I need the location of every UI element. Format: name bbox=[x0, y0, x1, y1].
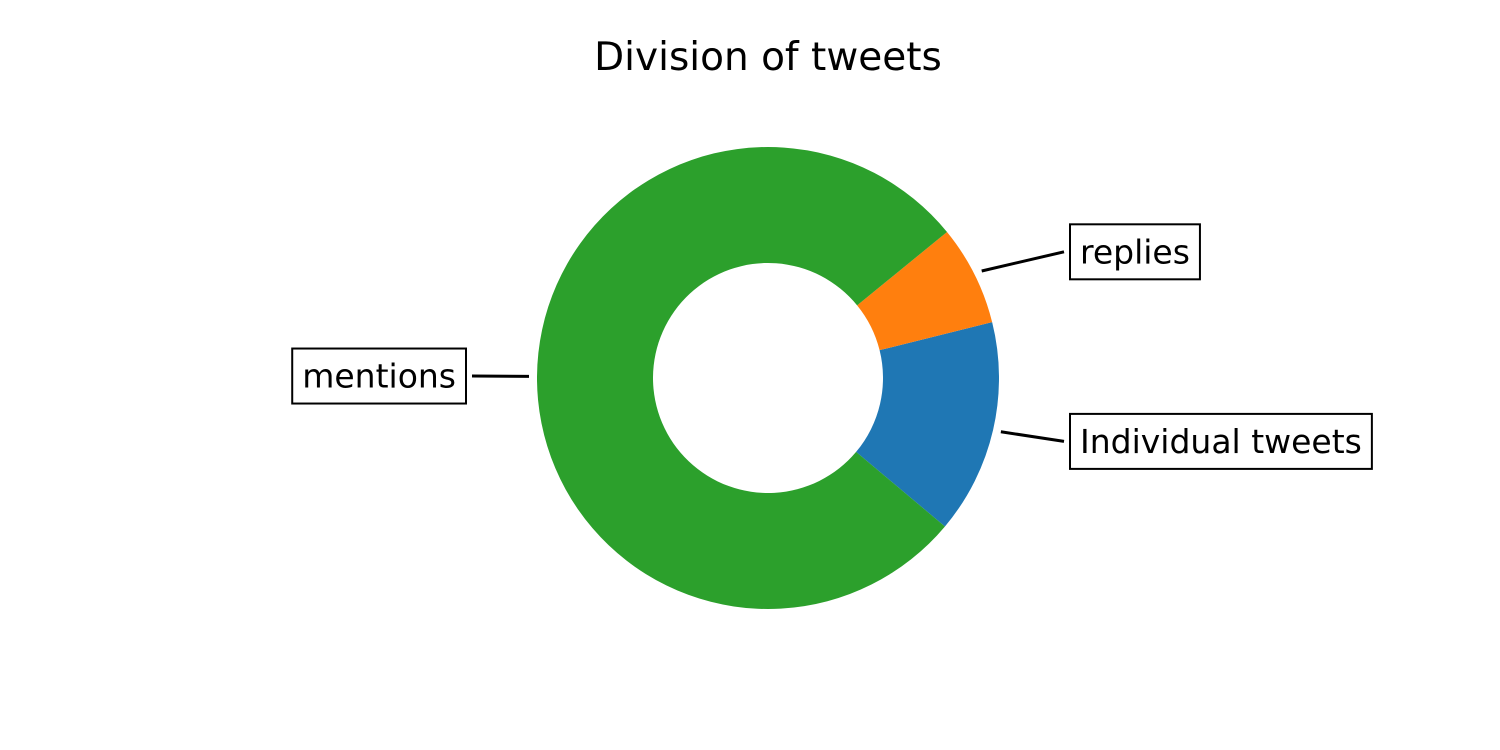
label-text-replies: replies bbox=[1080, 232, 1190, 271]
label-replies: replies bbox=[981, 223, 1201, 281]
label-box-replies bbox=[1069, 223, 1201, 281]
label-box-mentions bbox=[291, 347, 467, 405]
slice-mentions bbox=[537, 146, 948, 609]
leader-line-replies bbox=[981, 250, 1065, 273]
slice-labels: Individual tweets replies mentions bbox=[291, 223, 1373, 470]
label-box-individual-tweets bbox=[1069, 412, 1373, 470]
label-mentions: mentions bbox=[291, 347, 530, 405]
label-individual-tweets: Individual tweets bbox=[1000, 412, 1373, 470]
label-text-individual-tweets: Individual tweets bbox=[1080, 422, 1362, 461]
label-text-mentions: mentions bbox=[302, 357, 456, 396]
slice-replies bbox=[857, 232, 993, 351]
donut-slices bbox=[537, 146, 999, 609]
leader-line-individual-tweets bbox=[1000, 430, 1065, 443]
chart-title: Division of tweets bbox=[594, 35, 942, 80]
slice-individual-tweets bbox=[856, 322, 999, 527]
